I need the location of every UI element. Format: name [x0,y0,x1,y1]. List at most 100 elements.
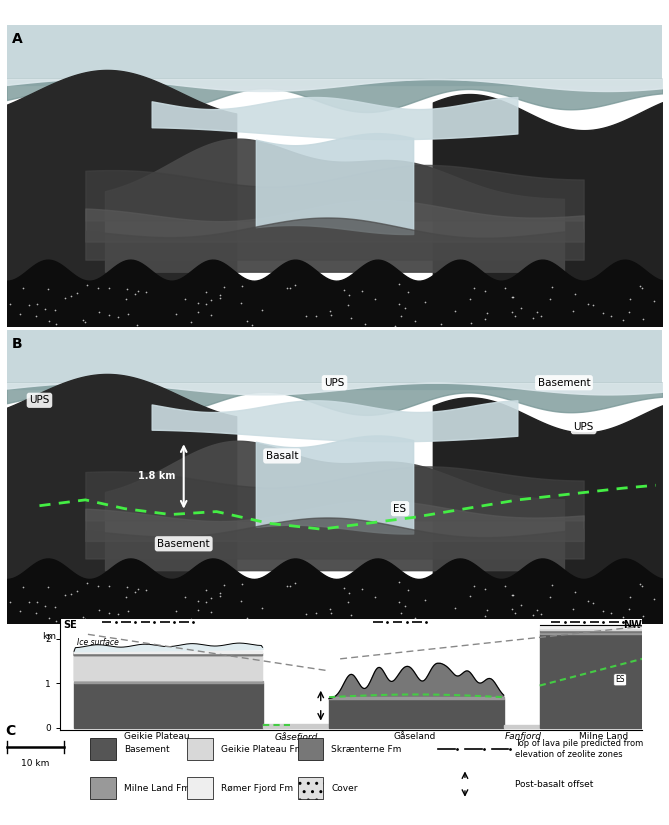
Point [393,576,404,589]
Point [638,313,648,326]
Point [588,299,599,312]
Point [140,583,151,596]
Polygon shape [329,663,504,699]
Point [357,284,368,297]
Point [403,285,413,299]
Point [43,580,54,593]
Point [500,579,511,592]
Point [18,580,29,593]
Point [343,596,353,609]
Point [311,309,322,323]
Point [507,588,518,601]
Polygon shape [262,724,329,728]
Point [78,610,88,624]
Point [80,612,90,625]
Point [510,309,520,323]
Text: Basement: Basement [124,745,169,753]
Point [624,602,634,615]
Point [469,579,480,592]
Polygon shape [7,330,662,389]
Point [419,296,430,309]
Point [531,603,542,616]
Point [113,607,124,620]
Point [508,290,518,304]
Point [15,605,25,618]
Point [32,596,43,609]
Point [648,295,659,308]
Point [24,596,35,609]
Point [82,279,92,292]
Bar [90,777,116,799]
Point [66,587,76,601]
Point [547,578,558,592]
Point [567,602,578,615]
Point [179,293,190,306]
Point [82,577,92,590]
Point [290,577,300,590]
Point [339,283,349,296]
Point [78,314,88,327]
Point [179,591,190,604]
Point [648,592,659,606]
Point [479,609,490,622]
Point [60,291,70,304]
Point [436,318,446,331]
Text: Geikie Plateau Fm: Geikie Plateau Fm [221,745,303,753]
Text: Rømer Fjord Fm: Rømer Fjord Fm [221,784,293,793]
Point [205,606,216,619]
Point [410,611,421,625]
Polygon shape [74,649,262,653]
Point [360,614,371,627]
Point [132,615,142,629]
Point [507,305,518,318]
Point [193,306,203,319]
Point [583,297,593,310]
Polygon shape [540,628,642,630]
Text: Basement: Basement [538,378,590,388]
Point [31,309,41,323]
Point [43,282,54,295]
Point [215,587,225,600]
Point [588,596,599,610]
Point [450,601,461,615]
Point [256,304,267,317]
Point [344,289,355,302]
Polygon shape [540,625,642,628]
Polygon shape [74,651,262,656]
Polygon shape [540,634,642,728]
Point [465,292,476,305]
Point [256,601,267,615]
Point [15,307,25,320]
Point [605,309,616,323]
Point [516,301,527,314]
Point [60,589,70,602]
Point [130,585,140,598]
Text: km: km [42,632,56,641]
Point [325,304,336,318]
Point [466,613,476,626]
Point [247,615,258,628]
Point [290,278,300,291]
Point [201,583,211,596]
Point [132,318,142,332]
Point [638,610,648,623]
Point [508,588,518,601]
Point [193,603,203,616]
Text: ES: ES [393,503,407,514]
Point [24,299,35,312]
Point [242,612,252,625]
Text: UPS: UPS [324,378,345,388]
Point [597,604,608,617]
Point [569,585,580,598]
Text: Geikie Plateau: Geikie Plateau [124,733,190,742]
Point [104,281,114,295]
Point [637,281,648,295]
Point [50,615,61,628]
Point [72,584,83,597]
Point [527,311,538,324]
Point [479,312,490,325]
Point [122,581,132,594]
Point [481,306,492,319]
Point [390,319,401,332]
Point [536,309,547,323]
